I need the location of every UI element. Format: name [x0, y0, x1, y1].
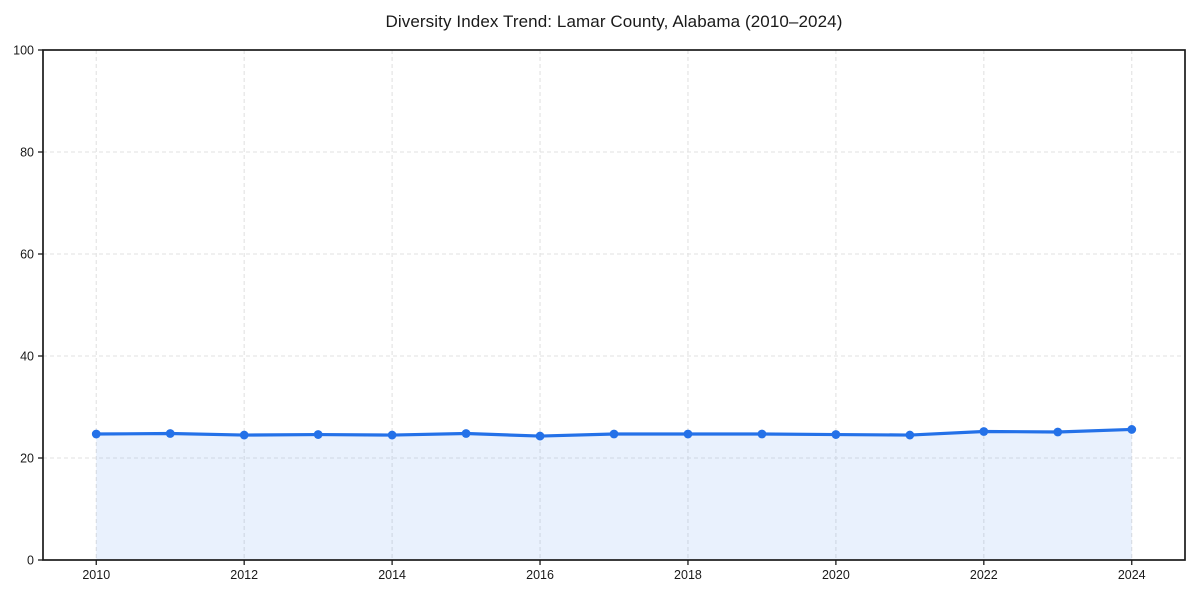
y-tick-label-80: 80	[20, 146, 34, 160]
axes-spines	[42, 49, 1186, 561]
data-point-2024	[1127, 425, 1137, 434]
chart-title: Diversity Index Trend: Lamar County, Ala…	[385, 12, 843, 31]
data-points	[91, 425, 1137, 441]
data-point-2013	[313, 430, 323, 439]
y-tick-label-60: 60	[20, 248, 34, 262]
y-tick-label-100: 100	[13, 44, 34, 58]
data-point-2023	[1053, 427, 1063, 437]
data-point-2016	[535, 431, 545, 441]
x-tick-label-2024: 2024	[1118, 568, 1146, 582]
x-tick-label-2010: 2010	[82, 568, 110, 582]
x-tick-label-2012: 2012	[230, 568, 258, 582]
tick-labels: 2010 2012 2014 2016 2018 2020 2022 2024 0 20 40 60 8…	[13, 44, 1146, 583]
data-point-2010	[91, 429, 101, 439]
x-tick-label-2022: 2022	[970, 568, 998, 582]
gridlines	[43, 50, 1185, 560]
data-point-2011	[165, 429, 175, 438]
data-point-2022	[979, 427, 989, 436]
data-point-2021	[905, 430, 915, 440]
x-tick-label-2014: 2014	[378, 568, 406, 582]
data-point-2017	[609, 429, 619, 439]
data-point-2015	[461, 429, 471, 438]
data-point-2012	[239, 430, 249, 440]
x-tick-label-2020: 2020	[822, 568, 850, 582]
data-point-2020	[831, 430, 841, 439]
y-tick-label-20: 20	[20, 452, 34, 466]
data-point-2014	[387, 430, 397, 440]
y-tick-label-40: 40	[20, 350, 34, 364]
tick-marks	[38, 49, 1133, 565]
series-area	[96, 429, 1132, 560]
y-tick-label-0: 0	[27, 554, 34, 568]
data-point-2019	[757, 429, 767, 439]
x-tick-label-2016: 2016	[526, 568, 554, 582]
data-point-2018	[683, 429, 693, 439]
x-tick-label-2018: 2018	[674, 568, 702, 582]
